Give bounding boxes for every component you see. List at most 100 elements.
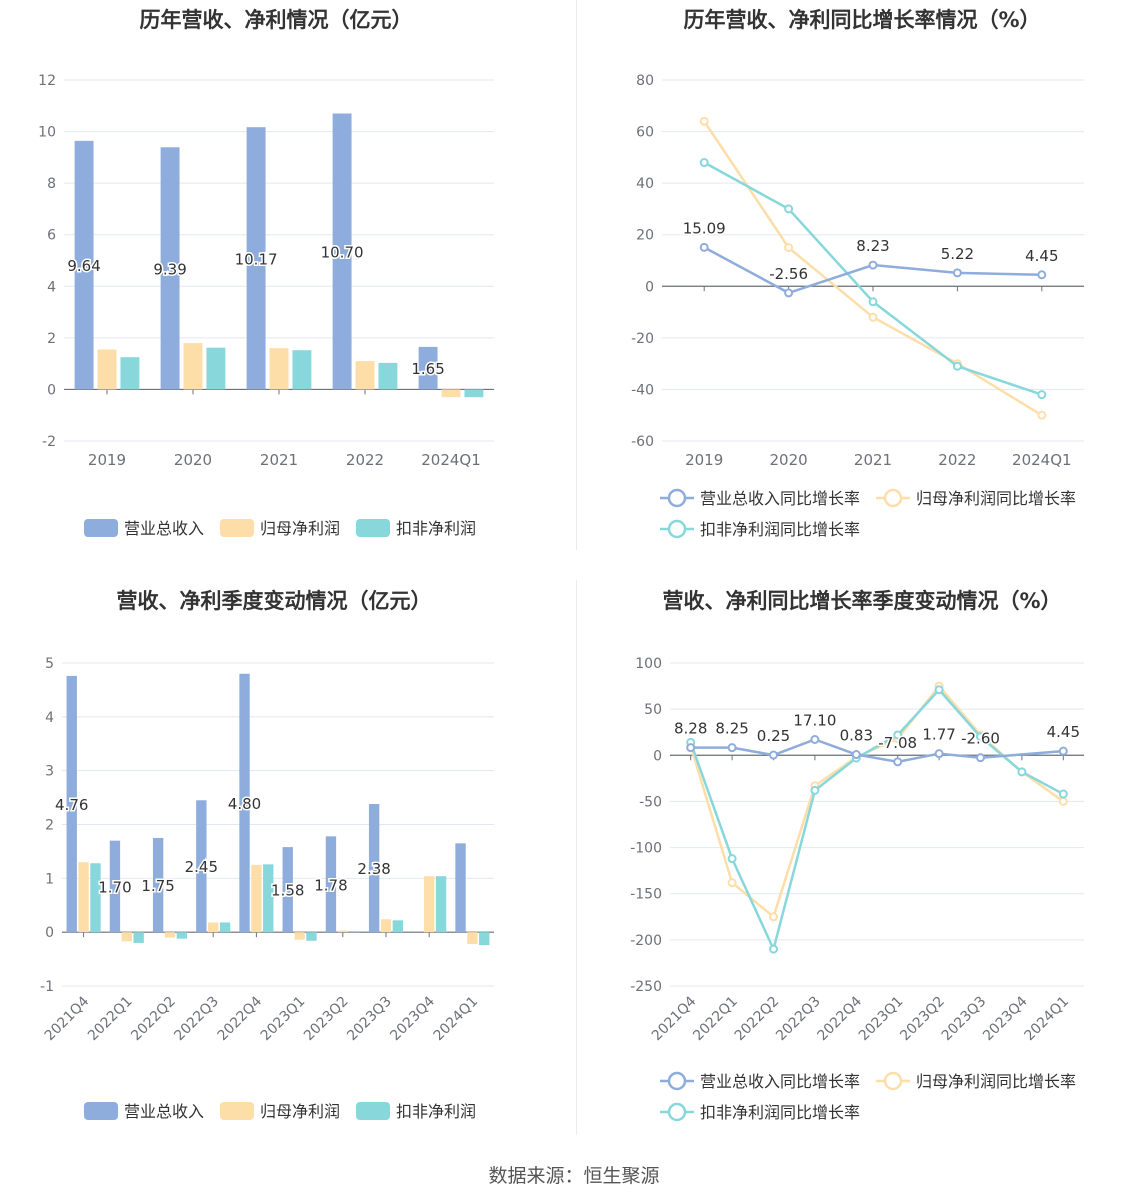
bar bbox=[355, 361, 375, 390]
legend-label: 归母净利润同比增长率 bbox=[916, 1072, 1076, 1091]
data-label: 4.45 bbox=[1025, 247, 1058, 265]
data-point bbox=[699, 158, 709, 168]
legend-label: 营业总收入同比增长率 bbox=[700, 489, 860, 508]
y-tick-label: 50 bbox=[644, 702, 662, 718]
data-point bbox=[769, 912, 778, 922]
annual-growth-rate-chart: 历年营收、净利同比增长率情况（%） -60 -40 -20 0 20 40 60 80 2019 2… bbox=[631, 8, 1084, 539]
x-tick-label: 2023Q2 bbox=[301, 994, 352, 1045]
data-point bbox=[784, 288, 794, 298]
annual-growth-rate-panel: 历年营收、净利同比增长率情况（%） -60 -40 -20 0 20 40 60 80 2019 2… bbox=[576, 0, 1148, 560]
data-label: 4.76 bbox=[55, 796, 88, 814]
chart-title: 营收、净利季度变动情况（亿元） bbox=[117, 589, 432, 613]
bar bbox=[219, 922, 231, 933]
bar bbox=[467, 932, 478, 945]
bar bbox=[74, 140, 94, 390]
legend-label: 扣非净利润同比增长率 bbox=[700, 1103, 860, 1122]
y-tick-label: 2 bbox=[47, 331, 56, 347]
bar bbox=[109, 840, 121, 933]
data-label: 5.22 bbox=[941, 245, 974, 263]
data-label: -2.60 bbox=[961, 730, 1000, 748]
x-tick-label: 2022Q1 bbox=[85, 994, 136, 1045]
bar bbox=[392, 920, 404, 933]
data-point bbox=[893, 730, 903, 740]
bar bbox=[418, 346, 438, 390]
x-tick-label: 2022Q2 bbox=[732, 994, 783, 1045]
data-label: 10.70 bbox=[321, 243, 364, 261]
x-tick-label: 2022 bbox=[346, 451, 384, 469]
legend-marker bbox=[883, 1071, 903, 1091]
bar bbox=[97, 349, 117, 390]
data-point bbox=[686, 743, 696, 753]
bar bbox=[164, 932, 176, 938]
x-tick-label: 2019 bbox=[685, 451, 723, 469]
data-point bbox=[727, 878, 737, 888]
data-label: 8.23 bbox=[856, 237, 889, 255]
bar bbox=[435, 876, 447, 933]
bar bbox=[208, 922, 219, 933]
bar bbox=[160, 147, 180, 390]
x-tick-label: 2022Q3 bbox=[773, 994, 824, 1045]
x-tick-label: 2021Q4 bbox=[42, 993, 93, 1044]
panel-divider-top bbox=[576, 0, 577, 550]
y-tick-label: -2 bbox=[42, 434, 56, 450]
data-point bbox=[1037, 390, 1047, 400]
data-label: 4.80 bbox=[228, 795, 261, 813]
data-label: 9.64 bbox=[67, 257, 100, 275]
bar bbox=[196, 800, 207, 933]
data-label: 8.25 bbox=[715, 720, 748, 738]
x-tick-label: 2023Q3 bbox=[939, 994, 990, 1045]
data-point bbox=[699, 116, 709, 126]
y-tick-label: 20 bbox=[636, 228, 654, 244]
y-tick-label: 0 bbox=[645, 279, 654, 295]
legend-marker bbox=[883, 488, 903, 508]
bar bbox=[121, 932, 132, 942]
annual-revenue-profit-chart: 历年营收、净利情况（亿元） -2 0 2 4 6 8 10 12 2019 2020 2021 2022… bbox=[38, 8, 494, 538]
x-tick-label: 2023Q4 bbox=[387, 993, 438, 1044]
bar bbox=[120, 357, 140, 390]
x-tick-label: 2024Q1 bbox=[421, 451, 481, 469]
bar bbox=[424, 876, 435, 933]
y-tick-label: 6 bbox=[47, 228, 56, 244]
legend-label: 扣非净利润 bbox=[396, 519, 476, 538]
legend-swatch bbox=[356, 519, 390, 537]
data-point bbox=[868, 260, 878, 270]
data-label: 15.09 bbox=[683, 219, 726, 237]
bar bbox=[183, 343, 203, 390]
legend-label: 扣非净利润 bbox=[396, 1102, 476, 1121]
data-point bbox=[851, 750, 861, 760]
bar bbox=[251, 864, 262, 933]
legend-swatch bbox=[356, 1102, 390, 1120]
data-point bbox=[1037, 270, 1047, 280]
legend-swatch bbox=[84, 1102, 118, 1120]
y-tick-label: -200 bbox=[630, 933, 662, 949]
y-tick-label: 3 bbox=[45, 764, 54, 780]
y-tick-label: 0 bbox=[47, 382, 56, 398]
bar bbox=[269, 348, 289, 390]
data-label: -2.56 bbox=[769, 265, 808, 283]
chart-title: 营收、净利同比增长率季度变动情况（%） bbox=[662, 589, 1061, 613]
data-label: 0.83 bbox=[840, 727, 873, 745]
chart-title: 历年营收、净利同比增长率情况（%） bbox=[683, 8, 1040, 32]
bar bbox=[176, 932, 188, 939]
x-tick-label: 2024Q1 bbox=[1012, 451, 1072, 469]
data-label: 1.77 bbox=[922, 726, 955, 744]
legend-label: 营业总收入同比增长率 bbox=[700, 1072, 860, 1091]
bar bbox=[133, 932, 144, 943]
data-point bbox=[810, 785, 820, 795]
y-tick-label: 60 bbox=[636, 125, 654, 141]
x-tick-label: 2023Q1 bbox=[258, 994, 309, 1045]
y-tick-label: 2 bbox=[45, 818, 54, 834]
bar bbox=[263, 864, 274, 933]
y-tick-label: 4 bbox=[47, 279, 56, 295]
y-tick-label: 5 bbox=[45, 656, 54, 672]
data-point bbox=[769, 750, 778, 760]
data-label: 0.25 bbox=[757, 727, 790, 745]
data-label: 2.38 bbox=[357, 860, 390, 878]
x-tick-label: 2023Q1 bbox=[856, 994, 907, 1045]
legend-label: 归母净利润 bbox=[260, 519, 340, 538]
data-label: 8.28 bbox=[674, 720, 707, 738]
bar bbox=[239, 673, 250, 933]
y-tick-label: 40 bbox=[636, 176, 654, 192]
data-point bbox=[1058, 789, 1068, 799]
quarterly-revenue-profit-chart: 营收、净利季度变动情况（亿元）-10123452021Q42022Q12022Q… bbox=[40, 589, 494, 1121]
